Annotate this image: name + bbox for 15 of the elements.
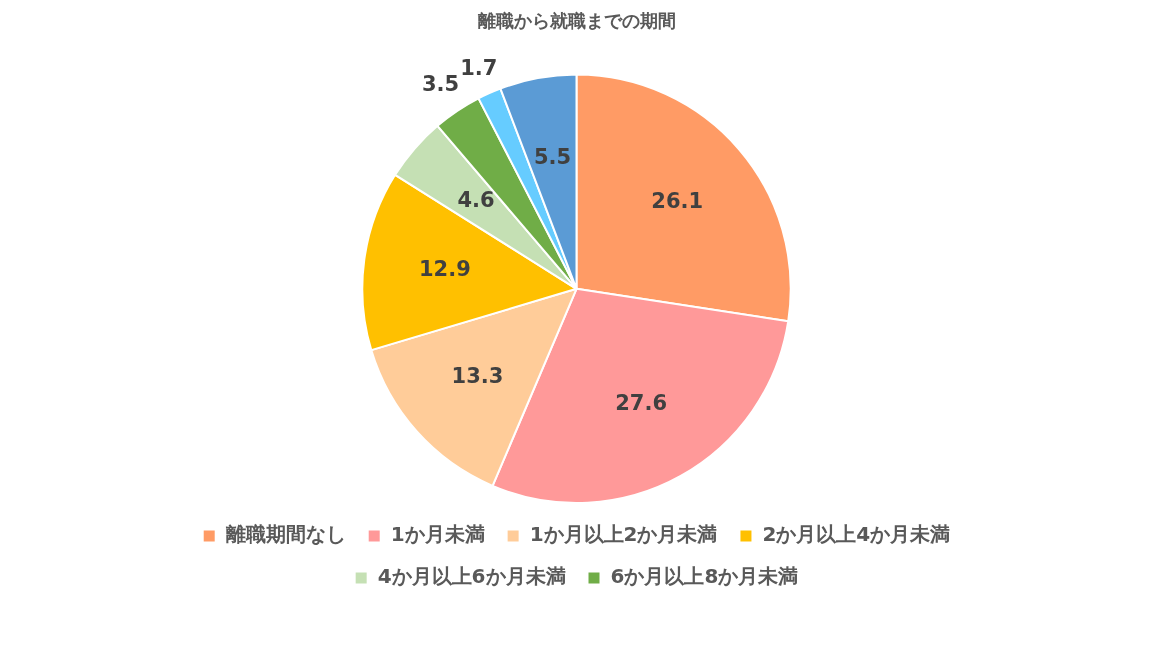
legend-label: 1か月未満 <box>390 522 485 547</box>
legend-label: 4か月以上6か月未満 <box>377 564 566 589</box>
legend-label: 2か月以上4か月未満 <box>762 522 951 547</box>
data-label: 3.5 <box>421 72 460 97</box>
data-label: 26.1 <box>651 188 704 213</box>
data-label: 13.3 <box>451 363 504 388</box>
data-label: 5.5 <box>533 144 572 169</box>
data-label: 4.6 <box>457 188 495 213</box>
chart-title: 離職から就職までの期間 <box>476 10 676 32</box>
legend-label: 6か月以上8か月未満 <box>610 564 799 589</box>
data-label: 12.9 <box>419 257 471 282</box>
data-label: 27.6 <box>615 391 668 416</box>
legend-label: 離職期間なし <box>224 522 346 547</box>
data-label: 1.7 <box>460 55 498 80</box>
legend-label: 1か月以上2か月未満 <box>529 522 718 547</box>
